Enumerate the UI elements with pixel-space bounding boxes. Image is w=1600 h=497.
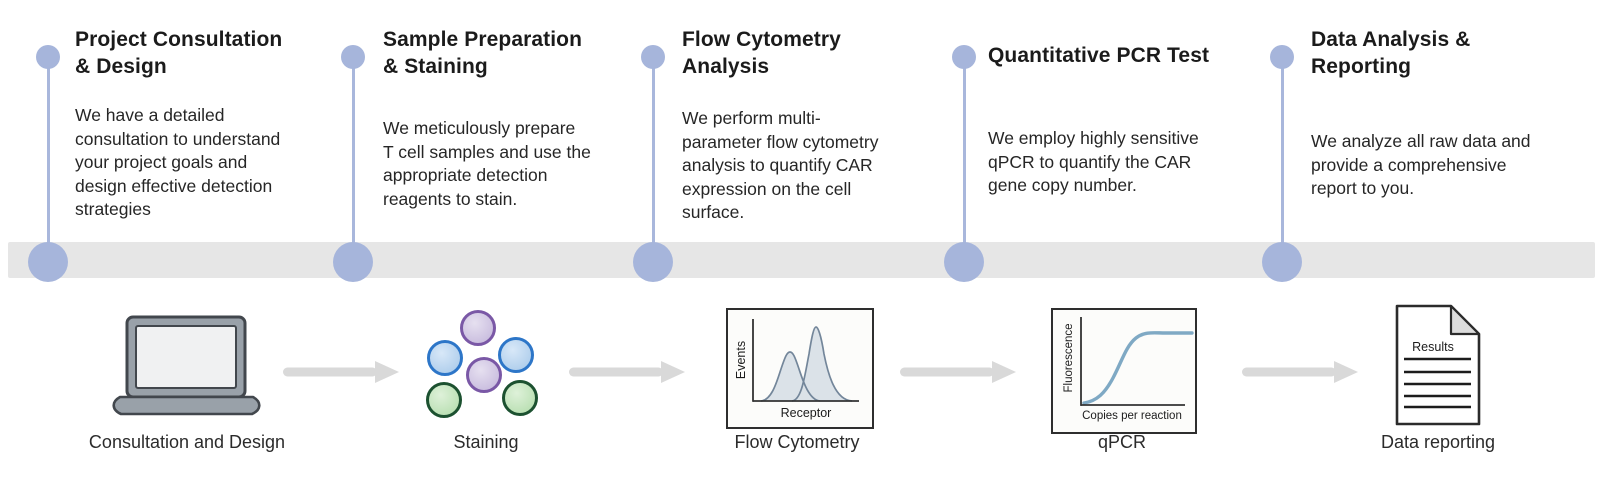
step-title: Quantitative PCR Test <box>988 44 1210 67</box>
icon-caption: Consultation and Design <box>88 432 286 452</box>
icon-caption: Data reporting <box>1380 432 1496 452</box>
step-description: We perform multi- parameter flow cytomet… <box>682 108 879 222</box>
step-dot-icon <box>1270 45 1294 69</box>
icon-caption: Staining <box>453 432 519 452</box>
step-description: We have a detailed consultation to under… <box>75 105 281 219</box>
step-qpcr-test: Quantitative PCR Test We employ highly s… <box>988 0 1250 280</box>
document-title: Results <box>1412 340 1454 354</box>
step-dot-icon <box>952 45 976 69</box>
arrow-right-icon <box>1242 361 1358 383</box>
step-title: Sample Preparation & Staining <box>383 28 583 78</box>
step-title: Flow Cytometry Analysis <box>682 28 841 78</box>
cell-purple <box>460 310 496 346</box>
milestone-dot-icon <box>333 242 373 282</box>
arrow-right-icon <box>900 361 1016 383</box>
flow-chart-ylabel: Events <box>734 341 748 379</box>
milestone-dot-icon <box>28 242 68 282</box>
step-dot-icon <box>641 45 665 69</box>
cell-green <box>426 382 462 418</box>
icon-caption: Flow Cytometry <box>734 432 860 452</box>
step-sample-preparation: Sample Preparation & Staining We meticul… <box>383 0 631 280</box>
qpcr-chart-ylabel: Fluorescence <box>1063 323 1075 392</box>
step-title: Project Consultation & Design <box>75 28 283 78</box>
document-icon: Results <box>1395 304 1481 426</box>
cell-blue <box>498 337 534 373</box>
cell-green <box>502 380 538 416</box>
step-flow-cytometry: Flow Cytometry Analysis We perform multi… <box>682 0 922 280</box>
flow-chart-xlabel: Receptor <box>781 406 832 420</box>
arrow-right-icon <box>569 361 685 383</box>
cell-purple <box>466 357 502 393</box>
step-project-consultation: Project Consultation & Design We have a … <box>75 0 333 280</box>
step-dot-icon <box>341 45 365 69</box>
laptop-icon <box>112 315 261 416</box>
step-description: We employ highly sensitive qPCR to quant… <box>988 128 1199 195</box>
timeline-connector <box>651 57 655 262</box>
timeline-bar <box>8 242 1595 278</box>
step-description: We analyze all raw data and provide a co… <box>1311 131 1531 198</box>
milestone-dot-icon <box>633 242 673 282</box>
timeline-connector <box>46 57 50 262</box>
icon-caption: qPCR <box>1097 432 1147 452</box>
flow-cytometry-chart-icon: Events Receptor <box>726 308 874 429</box>
timeline-connector <box>1280 57 1284 262</box>
qpcr-chart-icon: Fluorescence Copies per reaction <box>1051 308 1197 434</box>
qpcr-chart-xlabel: Copies per reaction <box>1082 410 1182 422</box>
cell-blue <box>427 340 463 376</box>
arrow-right-icon <box>283 361 399 383</box>
cells-icon <box>426 310 538 418</box>
milestone-dot-icon <box>944 242 984 282</box>
timeline-connector <box>351 57 355 262</box>
step-description: We meticulously prepare T cell samples a… <box>383 118 591 209</box>
milestone-dot-icon <box>1262 242 1302 282</box>
step-dot-icon <box>36 45 60 69</box>
timeline-connector <box>962 57 966 262</box>
step-data-analysis: Data Analysis & Reporting We analyze all… <box>1311 0 1573 280</box>
step-title: Data Analysis & Reporting <box>1311 28 1471 78</box>
